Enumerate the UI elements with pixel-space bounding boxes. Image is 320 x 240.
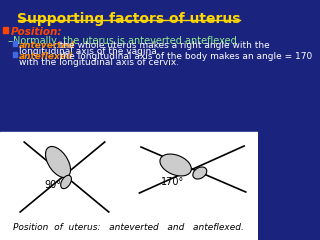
Ellipse shape xyxy=(160,154,191,176)
Text: Supporting factors of uterus: Supporting factors of uterus xyxy=(17,12,241,26)
Text: Position  of  uterus:   anteverted   and   anteflexed.: Position of uterus: anteverted and antef… xyxy=(13,223,244,232)
Bar xyxy=(13,41,17,46)
Text: anteflexed: anteflexed xyxy=(19,52,74,61)
Ellipse shape xyxy=(45,146,70,178)
Text: with the longitudinal axis of cervix.: with the longitudinal axis of cervix. xyxy=(19,58,180,67)
Ellipse shape xyxy=(193,167,207,179)
Text: Normally, the uterus is anteverted anteflexed: Normally, the uterus is anteverted antef… xyxy=(13,36,237,46)
Ellipse shape xyxy=(61,175,71,189)
Text: anteverted: anteverted xyxy=(19,41,76,50)
Text: 170°: 170° xyxy=(161,177,184,187)
Bar xyxy=(13,52,17,57)
Text: longitudinal axis of the vagina.: longitudinal axis of the vagina. xyxy=(19,47,160,56)
Text: : the longitudinal axis of the body makes an angle = 170: : the longitudinal axis of the body make… xyxy=(54,52,312,61)
Text: 90°: 90° xyxy=(44,180,61,190)
Text: Position:: Position: xyxy=(11,27,62,37)
Bar xyxy=(0,0,258,132)
Text: : the whole uterus makes a right angle with the: : the whole uterus makes a right angle w… xyxy=(54,41,270,50)
Bar xyxy=(0,132,258,240)
Text: –: – xyxy=(8,36,17,46)
Bar xyxy=(3,27,8,33)
